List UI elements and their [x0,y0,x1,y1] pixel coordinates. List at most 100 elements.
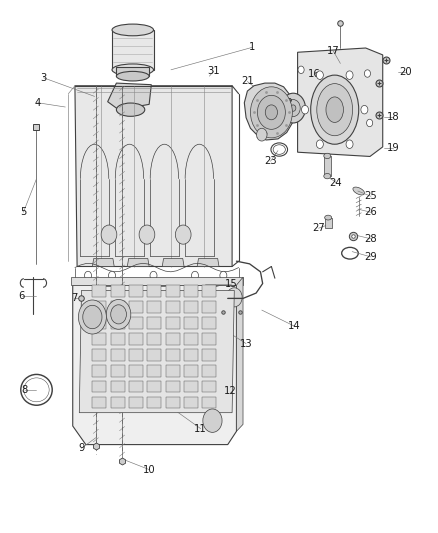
Polygon shape [324,156,331,176]
Circle shape [367,119,373,127]
Text: 19: 19 [386,143,399,154]
Ellipse shape [117,71,149,81]
Circle shape [361,106,368,114]
Text: 27: 27 [312,223,325,233]
Text: 31: 31 [208,66,220,76]
Bar [92,333,106,345]
Text: 28: 28 [364,234,377,244]
Ellipse shape [317,84,353,136]
Bar [166,365,180,376]
Bar [129,349,143,361]
Bar [148,381,161,392]
Bar [202,317,216,329]
Text: 11: 11 [194,424,207,434]
Circle shape [290,105,296,111]
Bar [111,349,125,361]
Text: 25: 25 [364,191,377,201]
Text: 16: 16 [308,69,321,79]
Bar [148,285,161,297]
Circle shape [203,409,222,432]
Bar [92,381,106,392]
Bar [92,397,106,408]
Text: 26: 26 [364,207,377,217]
Polygon shape [325,217,332,228]
Bar [202,397,216,408]
Circle shape [83,305,102,329]
Text: 22: 22 [280,98,293,108]
Circle shape [346,140,353,149]
Circle shape [298,66,304,74]
Bar [148,365,161,376]
Circle shape [220,271,227,280]
Circle shape [316,140,323,149]
Bar [111,365,125,376]
Polygon shape [127,259,149,266]
Bar [202,301,216,313]
Bar [166,317,180,329]
Bar [92,365,106,376]
Text: 15: 15 [225,279,237,288]
Bar [202,285,216,297]
Bar [202,349,216,361]
Text: 9: 9 [78,443,85,453]
Polygon shape [297,48,383,157]
Polygon shape [197,259,219,266]
Text: 24: 24 [330,177,343,188]
Bar [92,301,106,313]
Polygon shape [162,259,184,266]
Bar [111,397,125,408]
Bar [166,397,180,408]
Text: 8: 8 [21,385,28,395]
Bar [129,397,143,408]
Circle shape [251,87,292,138]
Text: 5: 5 [20,207,27,217]
Bar [111,381,125,392]
Text: 14: 14 [288,321,300,331]
Bar [202,381,216,392]
Circle shape [101,225,117,244]
Bar [111,285,125,297]
Text: 30: 30 [255,130,268,140]
Bar [148,397,161,408]
Polygon shape [244,83,294,140]
Text: 17: 17 [327,46,340,56]
Circle shape [85,271,92,280]
Ellipse shape [112,64,153,76]
Bar [184,365,198,376]
Ellipse shape [324,154,331,159]
Text: 7: 7 [71,293,77,303]
Bar [148,333,161,345]
Circle shape [257,128,267,141]
Polygon shape [237,277,243,431]
Bar [184,317,198,329]
Bar [166,285,180,297]
Bar [129,301,143,313]
Polygon shape [73,285,237,445]
Circle shape [226,288,242,307]
Text: 10: 10 [143,465,155,474]
Bar [148,301,161,313]
Circle shape [346,71,353,79]
Ellipse shape [117,103,145,116]
Text: 6: 6 [18,290,25,301]
Bar [166,381,180,392]
Polygon shape [112,30,153,70]
Bar [129,381,143,392]
Bar [129,333,143,345]
Bar [92,349,106,361]
Polygon shape [92,259,114,266]
Bar [92,317,106,329]
Text: 4: 4 [35,98,41,108]
Circle shape [301,106,308,114]
Text: 18: 18 [386,111,399,122]
Ellipse shape [311,75,359,144]
Circle shape [150,271,157,280]
Bar [184,397,198,408]
Circle shape [78,300,106,334]
Circle shape [265,105,278,120]
Bar [184,381,198,392]
Text: 21: 21 [241,77,254,86]
Bar [184,285,198,297]
Ellipse shape [112,24,153,36]
Bar [111,317,125,329]
